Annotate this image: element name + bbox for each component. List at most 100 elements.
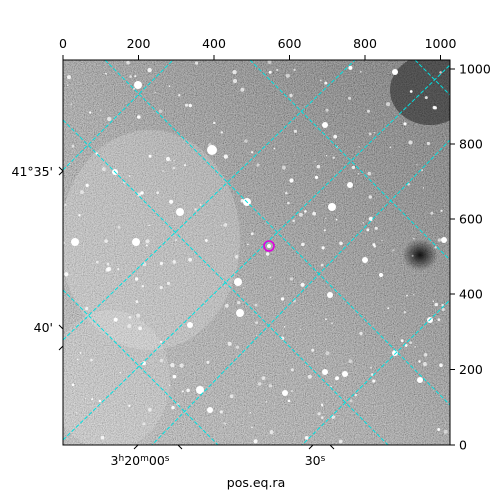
star (362, 222, 364, 224)
star (311, 348, 315, 352)
star (78, 214, 81, 217)
star (357, 173, 360, 175)
star (443, 429, 448, 434)
star (440, 209, 443, 212)
star (280, 297, 285, 301)
star (142, 422, 146, 426)
star (335, 376, 339, 380)
top-tick-800: 800 (353, 36, 377, 51)
star (166, 281, 171, 285)
sky-image (63, 60, 450, 445)
star (171, 405, 175, 410)
star (408, 140, 413, 145)
star (392, 350, 398, 356)
star (134, 75, 137, 78)
star (265, 400, 268, 403)
star (304, 436, 309, 440)
star (261, 376, 266, 380)
star (439, 363, 443, 368)
star (132, 238, 140, 246)
star (179, 363, 184, 368)
star (187, 322, 193, 328)
star (335, 218, 338, 221)
star (403, 311, 407, 314)
star (424, 96, 428, 100)
star (173, 159, 175, 162)
star (347, 182, 353, 188)
star (232, 70, 237, 75)
star (85, 183, 89, 187)
star (378, 272, 384, 278)
top-tick-1000: 1000 (425, 36, 457, 51)
star (194, 208, 197, 211)
star (138, 326, 143, 331)
star (251, 426, 253, 429)
right-tick-400: 400 (459, 287, 483, 302)
star (129, 75, 132, 78)
star (269, 430, 274, 435)
star (367, 109, 370, 113)
star (342, 371, 348, 377)
star (276, 68, 279, 72)
top-tick-0: 0 (59, 36, 67, 51)
target-marker (263, 240, 275, 252)
star (136, 313, 141, 318)
star (255, 334, 257, 336)
star (91, 398, 94, 401)
star (287, 399, 291, 403)
star (437, 318, 441, 321)
star (169, 159, 171, 162)
star (145, 239, 150, 244)
x-axis-title: pos.eq.ra (227, 475, 285, 490)
star (249, 412, 251, 414)
star (213, 121, 216, 125)
star (85, 397, 87, 400)
right-tick-0: 0 (459, 438, 467, 453)
star (181, 390, 184, 393)
star (119, 371, 122, 374)
star (128, 404, 131, 407)
star (100, 435, 105, 440)
star (416, 164, 418, 166)
star (359, 331, 363, 336)
star (232, 78, 238, 84)
star (307, 374, 312, 379)
star (423, 353, 428, 357)
star (117, 268, 120, 271)
star (333, 134, 338, 139)
star (154, 91, 157, 94)
star (368, 216, 373, 221)
star (301, 242, 305, 247)
grid-line (63, 60, 174, 171)
star (316, 164, 321, 169)
star (172, 374, 177, 379)
star (220, 131, 223, 134)
right-tick-600: 600 (459, 212, 483, 227)
ra-tick-30s: 30s (305, 453, 326, 468)
star (255, 321, 259, 325)
star (240, 199, 244, 203)
star (421, 169, 424, 172)
star (196, 386, 204, 394)
star (247, 243, 249, 246)
grid-line (151, 139, 450, 445)
star (293, 68, 296, 72)
star (75, 412, 78, 414)
star (137, 192, 141, 197)
star (354, 393, 358, 397)
star (145, 244, 148, 247)
star (134, 277, 139, 281)
star (417, 377, 423, 383)
star (358, 146, 360, 148)
star (235, 345, 240, 349)
star (409, 90, 413, 93)
star (373, 132, 376, 134)
star (273, 147, 276, 150)
star (127, 324, 132, 329)
coordinate-grid (63, 60, 450, 445)
star (348, 359, 353, 364)
star (426, 141, 430, 146)
star (289, 93, 293, 98)
star (204, 239, 208, 242)
star (148, 224, 151, 227)
